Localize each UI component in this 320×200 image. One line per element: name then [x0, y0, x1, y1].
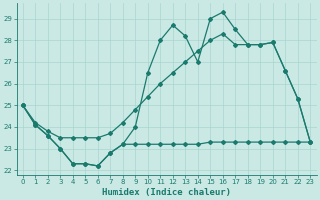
X-axis label: Humidex (Indice chaleur): Humidex (Indice chaleur) [102, 188, 231, 197]
